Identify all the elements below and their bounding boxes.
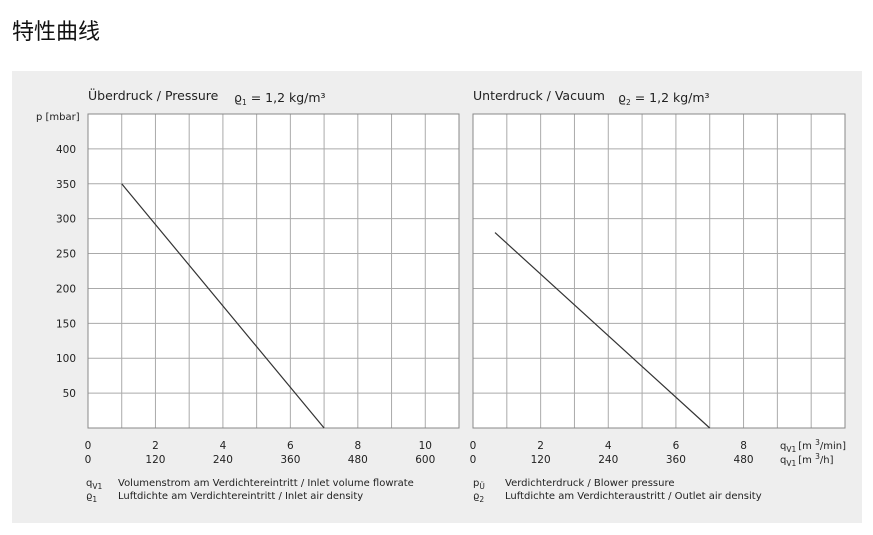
legend-right: pÜ Verdichterdruck / Blower pressure ϱ2 …: [473, 478, 762, 504]
pressure-y-tick-label: 150: [56, 318, 76, 330]
vacuum-x-tick-h: 0: [470, 454, 477, 466]
legend-text-qv1: Volumenstrom am Verdichtereintritt / Inl…: [118, 478, 414, 489]
legend-symbol-pu: pÜ: [473, 478, 485, 491]
vacuum-density-sub: 2: [626, 98, 631, 107]
pressure-y-tick-label: 250: [56, 249, 76, 261]
vacuum-x-tick-min: 2: [537, 440, 544, 452]
vacuum-x-tick-h: 240: [598, 454, 618, 466]
pressure-y-axis-label: p [mbar]: [36, 112, 80, 123]
pressure-x-tick-h: 240: [213, 454, 233, 466]
legend-text-rho2: Luftdichte am Verdichteraustritt / Outle…: [505, 491, 762, 502]
legend-left: qV1 Volumenstrom am Verdichtereintritt /…: [86, 478, 414, 504]
x-axis-unit-h: qV1 [m 3/h]: [780, 452, 834, 468]
vacuum-x-tick-min: 8: [740, 440, 747, 452]
pressure-x-tick-h: 600: [415, 454, 435, 466]
pressure-x-tick-min: 2: [152, 440, 159, 452]
characteristic-curves-svg: Überdruck / Pressure ϱ1 = 1,2 kg/m³ p [m…: [36, 87, 846, 504]
vacuum-x-tick-min: 6: [673, 440, 680, 452]
pressure-y-tick-label: 50: [63, 388, 76, 400]
x-axis-unit-min: qV1 [m 3/min]: [780, 438, 846, 454]
legend-symbol-rho2: ϱ2: [473, 491, 484, 504]
pressure-x-tick-min: 8: [354, 440, 361, 452]
pressure-y-ticks: 50 100 150 200 250 300 350 400: [56, 144, 76, 400]
pressure-x-ticks: 0 2 4 6 8 10 0 120 240 360 480 600: [85, 440, 436, 466]
pressure-density-symbol: ϱ: [234, 90, 242, 105]
legend-symbol-rho1: ϱ1: [86, 491, 97, 504]
vacuum-x-tick-h: 360: [666, 454, 686, 466]
pressure-series-line: [121, 183, 325, 429]
pressure-density-value: = 1,2 kg/m³: [247, 90, 326, 105]
pressure-x-tick-min: 4: [220, 440, 227, 452]
vacuum-plot-area: [473, 114, 845, 428]
pressure-x-tick-min: 6: [287, 440, 294, 452]
vacuum-grid: [472, 113, 846, 429]
pressure-y-tick-label: 400: [56, 144, 76, 156]
vacuum-density-value: = 1,2 kg/m³: [631, 90, 710, 105]
pressure-x-tick-h: 360: [280, 454, 300, 466]
pressure-density-sub: 1: [242, 98, 247, 107]
pressure-y-tick-label: 350: [56, 179, 76, 191]
pressure-y-tick-label: 200: [56, 283, 76, 295]
vacuum-x-tick-min: 0: [470, 440, 477, 452]
pressure-grid: [87, 113, 460, 429]
page-title: 特性曲线: [12, 20, 101, 45]
pressure-chart: Überdruck / Pressure ϱ1 = 1,2 kg/m³ p [m…: [36, 87, 460, 466]
pressure-x-tick-h: 0: [85, 454, 92, 466]
pressure-y-tick-label: 300: [56, 214, 76, 226]
pressure-x-tick-h: 120: [145, 454, 165, 466]
pressure-x-tick-min: 0: [85, 440, 92, 452]
vacuum-x-ticks: 0 2 4 6 8 0 120 240 360 480: [470, 440, 754, 466]
pressure-plot-area: [88, 114, 459, 428]
vacuum-plot-frame: [472, 113, 846, 429]
vacuum-x-tick-h: 480: [734, 454, 754, 466]
pressure-density-label: ϱ1 = 1,2 kg/m³: [234, 90, 326, 107]
vacuum-density-symbol: ϱ: [618, 90, 626, 105]
vacuum-series: [494, 232, 711, 429]
pressure-x-tick-min: 10: [419, 440, 432, 452]
legend-symbol-qv1: qV1: [86, 478, 102, 491]
vacuum-x-tick-min: 4: [605, 440, 612, 452]
vacuum-x-tick-h: 120: [531, 454, 551, 466]
pressure-y-tick-label: 100: [56, 353, 76, 365]
vacuum-chart-title: Unterdruck / Vacuum: [473, 88, 605, 103]
vacuum-series-line: [494, 232, 711, 429]
chart-panel: Überdruck / Pressure ϱ1 = 1,2 kg/m³ p [m…: [12, 71, 862, 523]
vacuum-density-label: ϱ2 = 1,2 kg/m³: [618, 90, 710, 107]
legend-text-pu: Verdichterdruck / Blower pressure: [505, 478, 675, 489]
pressure-x-tick-h: 480: [348, 454, 368, 466]
pressure-plot-frame: [87, 113, 460, 429]
legend-text-rho1: Luftdichte am Verdichtereintritt / Inlet…: [118, 491, 363, 502]
pressure-series: [121, 183, 325, 429]
pressure-chart-title: Überdruck / Pressure: [88, 87, 219, 103]
